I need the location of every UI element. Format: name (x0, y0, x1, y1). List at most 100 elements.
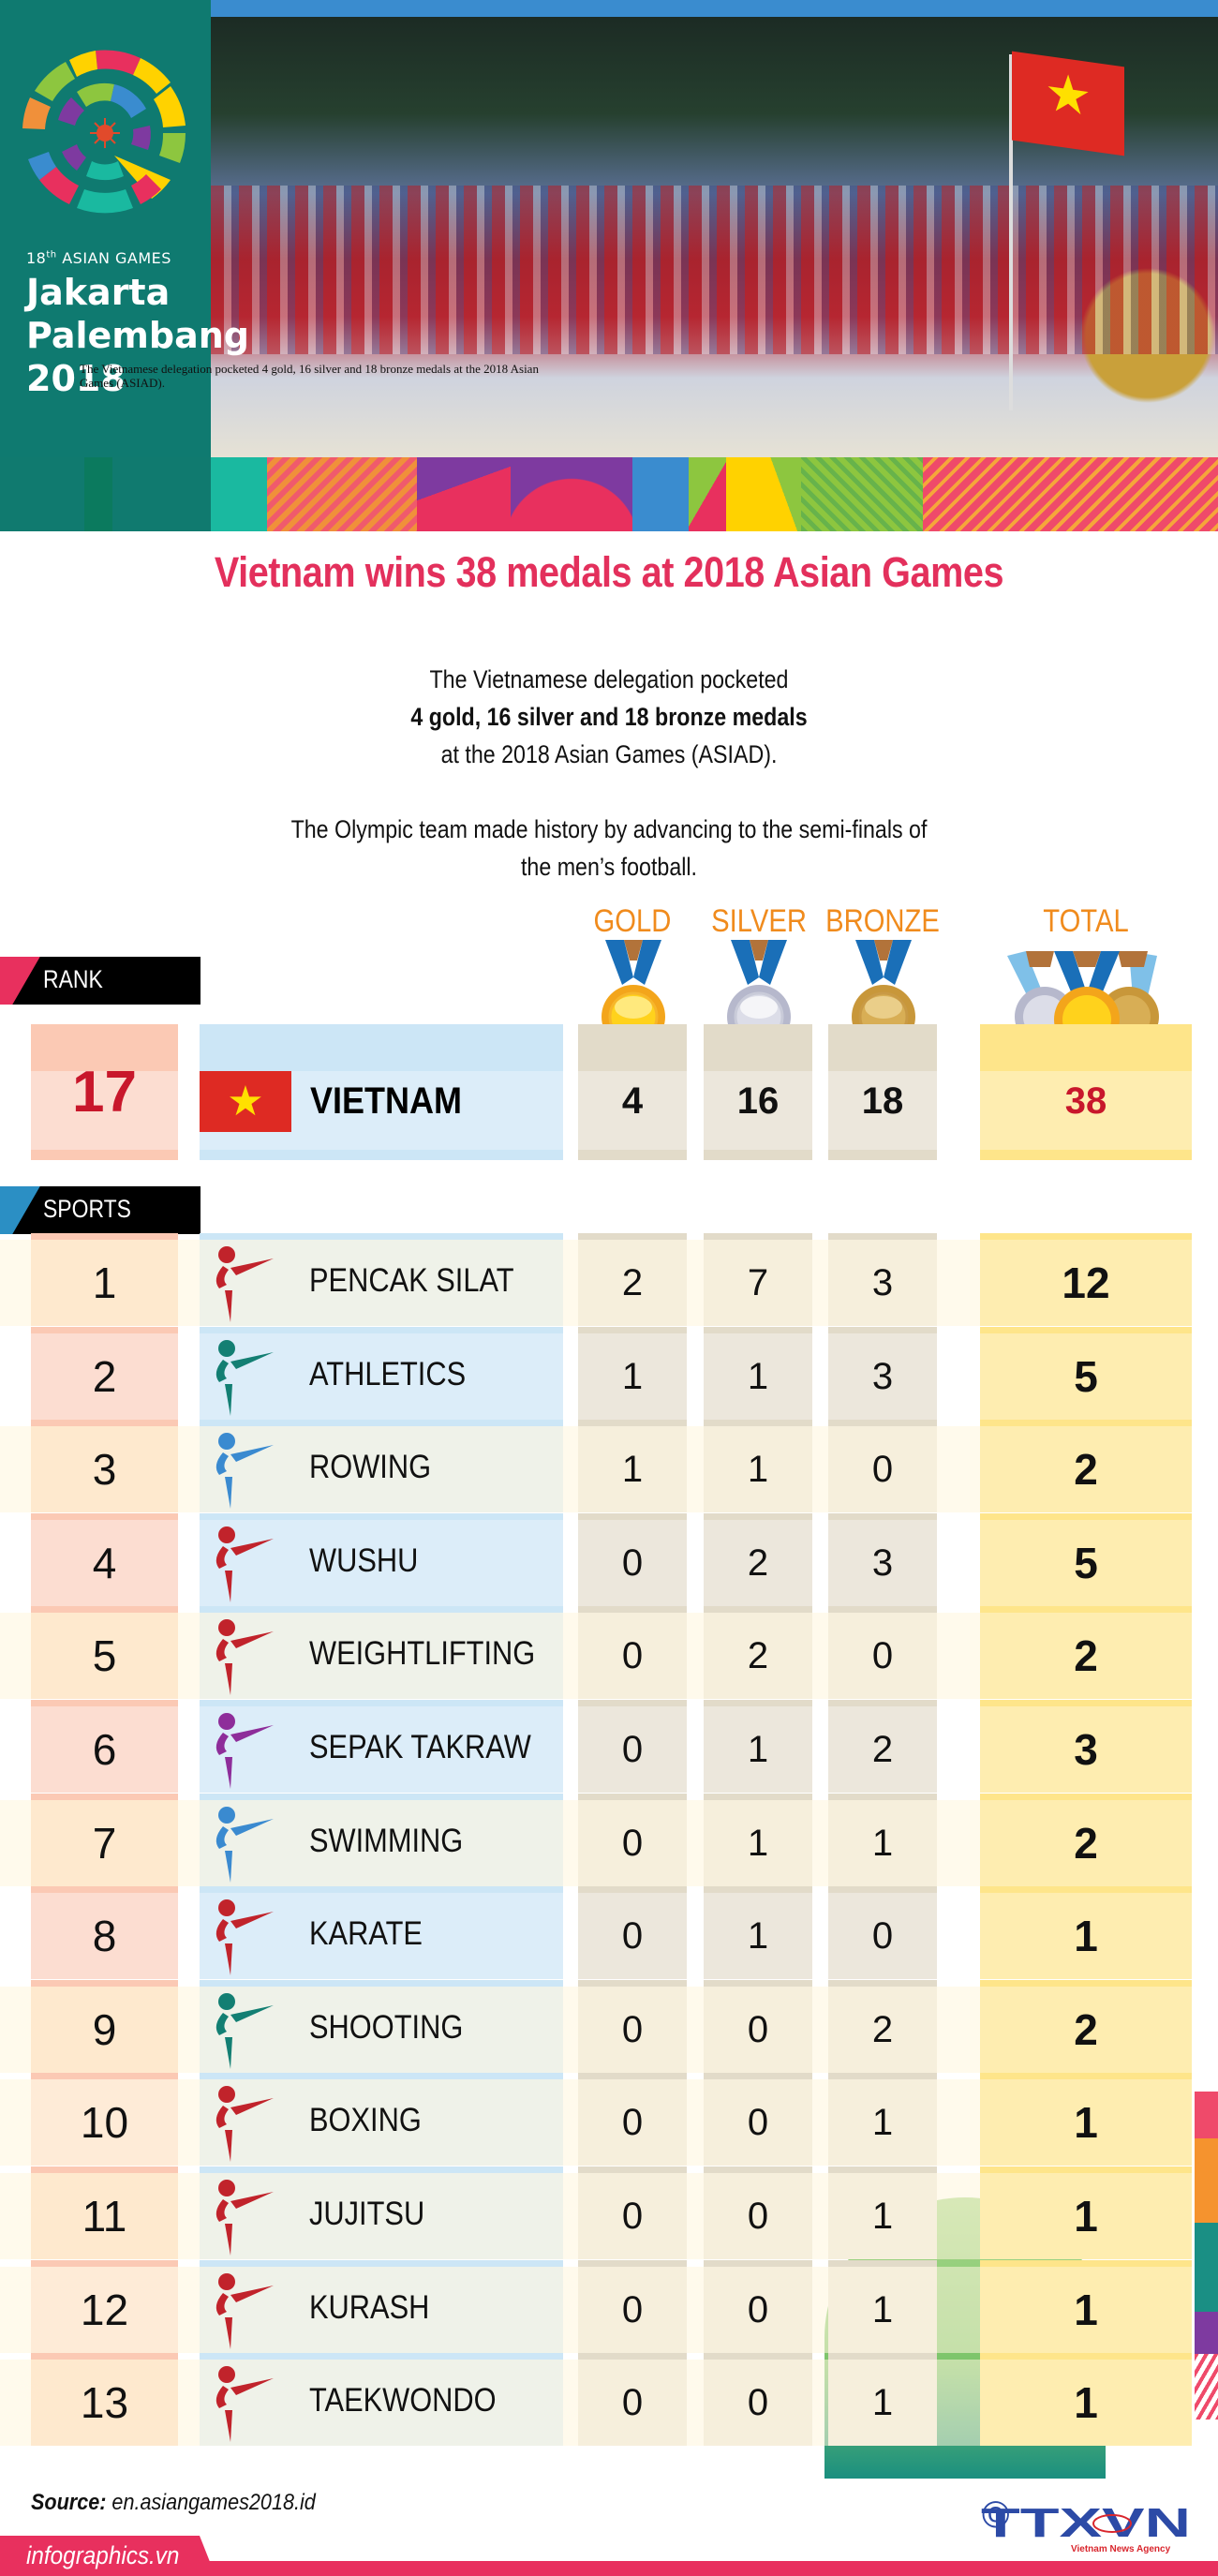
intro-paragraph-1: The Vietnamese delegation pocketed 4 gol… (85, 661, 1133, 773)
sport-bronze-cell: 3 (828, 1513, 937, 1606)
overall-bronze-count: 18 (861, 1080, 904, 1122)
sport-total-count: 1 (1074, 2192, 1098, 2241)
column-header-silver: SILVER (711, 903, 807, 939)
sport-total-cell: 5 (980, 1513, 1192, 1606)
sport-silver-cell: 0 (704, 2073, 812, 2166)
sport-silver-count: 1 (747, 1914, 769, 1957)
overall-rank-cell: 17 (31, 1024, 178, 1160)
sport-bronze-cell: 3 (828, 1327, 937, 1420)
sport-gold-cell: 0 (578, 1980, 687, 2073)
sport-name: BOXING (309, 2102, 422, 2138)
sport-bronze-count: 0 (871, 1634, 894, 1676)
sport-silver-count: 0 (747, 2288, 769, 2330)
sport-silver-cell: 7 (704, 1233, 812, 1326)
sport-bronze-cell: 0 (828, 1886, 937, 1979)
sport-name: TAEKWONDO (309, 2382, 497, 2419)
sports-tag-wedge (0, 1186, 40, 1234)
sport-gold-count: 0 (621, 1822, 644, 1864)
sport-gold-cell: 1 (578, 1420, 687, 1512)
sport-rank: 12 (80, 2286, 129, 2334)
sport-total-count: 1 (1074, 1912, 1098, 1960)
hero-banner: 18th ASIAN GAMES Jakarta Palembang 2018 … (0, 0, 1218, 531)
sport-gold-cell: 0 (578, 1606, 687, 1699)
sport-total-cell: 5 (980, 1327, 1192, 1420)
sport-rank-cell: 2 (31, 1327, 178, 1420)
sport-rank-cell: 9 (31, 1980, 178, 2073)
sports-section-label: SPORTS (43, 1195, 131, 1223)
intro-football-line-2: the men’s football. (520, 853, 698, 881)
sport-bronze-count: 2 (871, 1728, 894, 1770)
sport-name: SHOOTING (309, 2009, 464, 2046)
host-city-2: Palembang (26, 315, 249, 356)
sport-rank-cell: 10 (31, 2073, 178, 2166)
column-header-bronze: BRONZE (825, 903, 940, 939)
sport-silver-cell: 0 (704, 2167, 812, 2259)
sport-gold-cell: 0 (578, 1700, 687, 1793)
sport-silver-cell: 0 (704, 1980, 812, 2073)
sport-total-count: 1 (1074, 2286, 1098, 2334)
sport-name: ROWING (309, 1449, 432, 1485)
sport-bronze-count: 0 (871, 1914, 894, 1957)
swimming-icon (215, 1807, 274, 1883)
intro-paragraph-2: The Olympic team made history by advanci… (85, 811, 1133, 886)
sport-rank-cell: 3 (31, 1420, 178, 1512)
sport-total-count: 2 (1074, 2005, 1098, 2054)
source-note: Source: en.asiangames2018.id (31, 2490, 316, 2515)
overall-bronze-cell: 18 (828, 1024, 937, 1160)
sport-total-cell: 1 (980, 2073, 1192, 2166)
asian-games-logo-icon (22, 50, 186, 214)
sport-rank-cell: 11 (31, 2167, 178, 2259)
sport-name-cell (200, 1886, 563, 1979)
overall-total-count: 38 (1064, 1080, 1107, 1122)
sport-gold-count: 0 (621, 2195, 644, 2237)
sport-gold-count: 1 (621, 1355, 644, 1397)
host-city-1: Jakarta (26, 272, 171, 313)
pencak-silat-icon (215, 1246, 274, 1322)
sport-rank-cell: 7 (31, 1794, 178, 1886)
overall-total-cell: 38 (980, 1024, 1192, 1160)
sport-silver-cell: 1 (704, 1700, 812, 1793)
sports-section-tag: SPORTS (0, 1186, 201, 1234)
sport-rank-cell: 8 (31, 1886, 178, 1979)
flag-pole (1009, 54, 1013, 410)
banner-color-strip (211, 457, 1218, 531)
sport-total-count: 12 (1062, 1258, 1110, 1307)
sport-silver-count: 1 (747, 1448, 769, 1490)
sport-bronze-cell: 0 (828, 1606, 937, 1699)
sport-rank-cell: 6 (31, 1700, 178, 1793)
sport-total-count: 3 (1074, 1725, 1098, 1774)
sport-gold-count: 0 (621, 2008, 644, 2050)
sport-rank: 6 (92, 1725, 117, 1774)
panel-bottom-strip (0, 457, 211, 531)
sport-bronze-cell: 1 (828, 2353, 937, 2446)
sport-bronze-count: 3 (871, 1261, 894, 1303)
sport-rank: 5 (92, 1631, 117, 1680)
sport-bronze-count: 1 (871, 2381, 894, 2423)
rank-section-tag: RANK (0, 957, 201, 1005)
sport-silver-cell: 2 (704, 1513, 812, 1606)
decorative-color-strip (1195, 2092, 1218, 2420)
sport-rank-cell: 5 (31, 1606, 178, 1699)
sport-bronze-cell: 1 (828, 2073, 937, 2166)
sport-rank: 9 (92, 2005, 117, 2054)
sport-silver-cell: 1 (704, 1327, 812, 1420)
sport-silver-count: 1 (747, 1355, 769, 1397)
sport-bronze-cell: 2 (828, 1980, 937, 2073)
sport-name: SWIMMING (309, 1823, 464, 1859)
site-link[interactable]: infographics.vn (0, 2536, 215, 2576)
sport-bronze-cell: 2 (828, 1700, 937, 1793)
sport-total-count: 2 (1074, 1819, 1098, 1868)
sport-gold-count: 0 (621, 2381, 644, 2423)
intro-football-line-1: The Olympic team made history by advanci… (290, 815, 928, 843)
sport-gold-cell: 1 (578, 1327, 687, 1420)
event-year: 2018 (26, 358, 126, 399)
taekwondo-icon (215, 2366, 274, 2442)
sport-bronze-count: 1 (871, 2288, 894, 2330)
sport-silver-count: 2 (747, 1634, 769, 1676)
sport-name: SEPAK TAKRAW (309, 1729, 531, 1765)
sport-rank: 2 (92, 1352, 117, 1401)
sport-name: JUJITSU (309, 2196, 425, 2232)
sport-bronze-count: 1 (871, 2101, 894, 2143)
sport-rank: 11 (82, 2192, 127, 2241)
sport-rank: 8 (92, 1912, 117, 1960)
